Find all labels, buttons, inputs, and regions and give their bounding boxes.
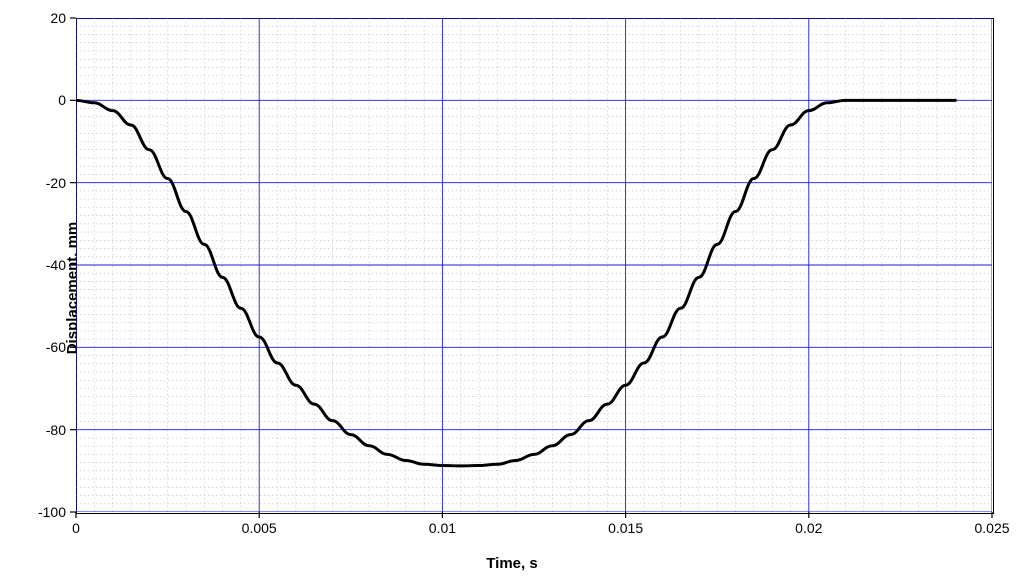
y-tick-label: 20 [50, 10, 66, 26]
y-tick-label: -20 [46, 175, 66, 191]
x-tick-label: 0.02 [795, 520, 822, 536]
y-tick-label: -60 [46, 339, 66, 355]
x-tick-label: 0.025 [974, 520, 1009, 536]
x-tick-label: 0.005 [242, 520, 277, 536]
y-tick-label: -40 [46, 257, 66, 273]
y-tick-label: -100 [38, 504, 66, 520]
displacement-chart: Displacement, mm Time, s 00.0050.010.015… [0, 0, 1024, 576]
x-tick-label: 0.01 [429, 520, 456, 536]
plot-svg [0, 0, 1024, 576]
x-tick-label: 0 [72, 520, 80, 536]
x-tick-label: 0.015 [608, 520, 643, 536]
y-tick-label: -80 [46, 422, 66, 438]
y-tick-label: 0 [58, 92, 66, 108]
